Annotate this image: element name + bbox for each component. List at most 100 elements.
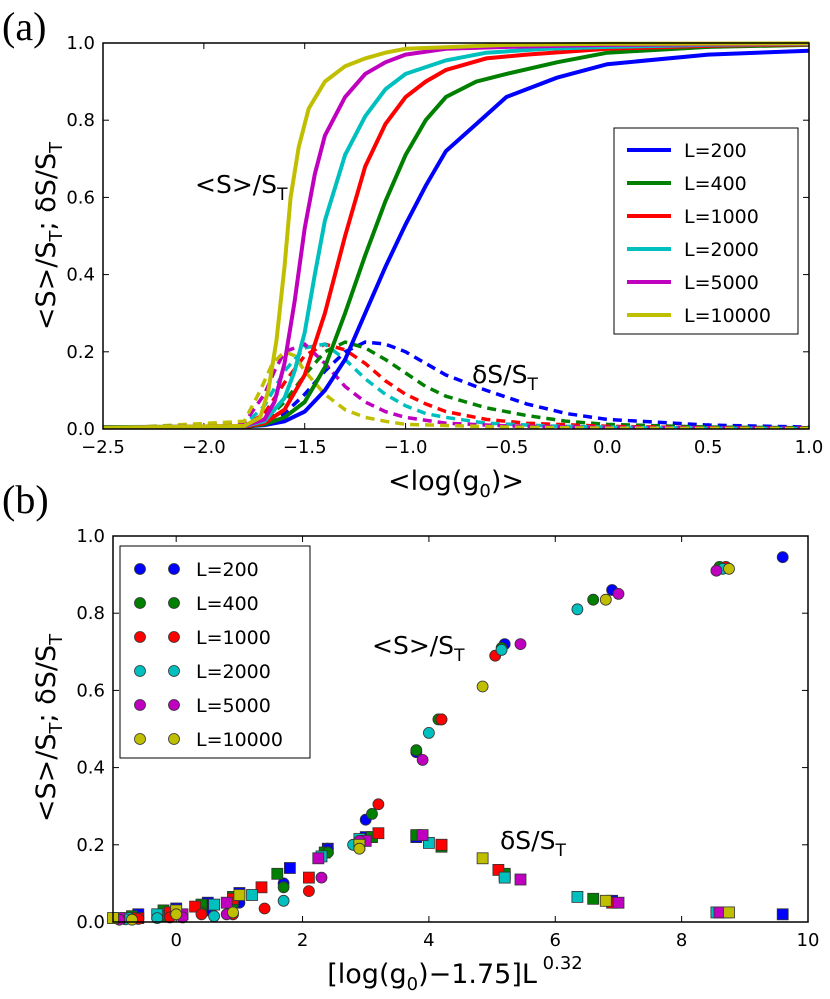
mean-point-L-10000 <box>599 593 612 606</box>
std-curve-L-400 <box>103 340 809 429</box>
mean-point-L-1000 <box>195 908 208 921</box>
x-tick-label: 6 <box>550 930 561 951</box>
y-tick-label: 0.6 <box>76 680 105 701</box>
mean-point-L-10000 <box>126 913 138 926</box>
y-tick-label: 0.6 <box>66 187 95 208</box>
panel-a-std-annotation: δS/ST <box>472 360 538 395</box>
x-tick-label: 0.0 <box>593 437 622 458</box>
mean-point-L-1000 <box>302 885 315 897</box>
std-curve-L-5000 <box>103 342 809 429</box>
std-curve-L-2000 <box>103 342 809 429</box>
std-point-L-1000 <box>372 827 385 840</box>
legend-label: L=2000 <box>196 661 271 683</box>
mean-point-L-10000 <box>227 906 239 919</box>
std-point-L-200 <box>776 908 789 921</box>
legend-label: L=200 <box>196 559 259 581</box>
mean-curve-L-1000 <box>103 42 809 429</box>
legend-label: L=2000 <box>684 239 759 261</box>
legend-label: L=10000 <box>196 729 283 751</box>
mean-curve-L-2000 <box>103 41 809 429</box>
legend-marker <box>168 733 180 745</box>
x-tick-label: 1.0 <box>795 437 824 458</box>
mean-point-L-2000 <box>571 603 584 616</box>
mean-point-L-1000 <box>258 902 271 915</box>
std-curve-L-1000 <box>103 342 809 429</box>
panel-a-line-chart: (a) −2.5 −2.0 −1.5 −1.0 −0.5 0.0 0.5 1.0 0.0 0.2 0… <box>2 4 823 502</box>
panel-b-legend: L=200 L=400 L=1000 L=2000 L=5000 L=10000 <box>119 545 311 759</box>
mean-curve-L-10000 <box>103 41 809 429</box>
legend-marker <box>134 665 146 677</box>
std-point-L-10000 <box>723 906 735 919</box>
mean-point-L-2000 <box>277 894 290 907</box>
mean-point-L-5000 <box>315 871 328 884</box>
x-tick-label: −2.5 <box>81 437 125 458</box>
panel-a-ylabel: <S>/ST; δS/ST <box>31 141 67 330</box>
legend-label: L=1000 <box>684 206 759 228</box>
y-tick-label: 0.2 <box>76 835 105 856</box>
legend-marker <box>168 597 180 609</box>
x-tick-label: −0.5 <box>485 437 529 458</box>
mean-curve-L-400 <box>103 42 809 429</box>
std-point-L-2000 <box>246 889 258 901</box>
std-point-L-10000 <box>599 894 612 907</box>
panel-b-legend-box <box>119 545 311 759</box>
legend-marker <box>134 597 146 609</box>
x-tick-label: 0 <box>170 930 181 951</box>
panel-b-ticks: 0 2 4 6 8 10 0.0 0.2 0.4 0.6 0.8 1.0 <box>76 526 819 951</box>
panel-b-scatter-chart: (b) 0 2 4 6 8 10 0.0 0.2 0.4 0.6 0.8 1.0 <S>/ST δS/… <box>2 477 819 995</box>
legend-marker <box>134 631 146 643</box>
std-point-L-5000 <box>416 829 429 841</box>
y-tick-label: 0.4 <box>66 265 95 286</box>
y-tick-label: 0.2 <box>66 342 95 363</box>
x-tick-label: 8 <box>676 930 687 951</box>
panel-b-label: (b) <box>2 477 49 522</box>
mean-point-L-1000 <box>435 713 448 726</box>
mean-point-L-10000 <box>476 680 489 693</box>
legend-marker <box>168 563 180 575</box>
panel-b-xlabel: [log(g0)−1.75]L 0.32 <box>327 953 583 995</box>
mean-point-L-5000 <box>612 588 625 600</box>
panel-b-points <box>107 551 789 926</box>
legend-marker <box>134 733 146 745</box>
panel-b-ylabel: <S>/ST; δS/ST <box>31 633 67 822</box>
mean-point-L-5000 <box>514 638 527 650</box>
panel-b-frame <box>112 535 809 923</box>
panel-a-frame <box>102 42 810 430</box>
y-tick-label: 0.8 <box>66 110 95 131</box>
panel-b-std-annotation: δS/ST <box>500 826 566 861</box>
mean-point-L-1000 <box>372 798 385 811</box>
legend-label: L=1000 <box>196 627 271 649</box>
x-tick-label: 4 <box>423 930 434 951</box>
mean-point-L-400 <box>277 881 290 894</box>
legend-marker <box>134 563 146 575</box>
x-tick-label: −2.0 <box>182 437 226 458</box>
std-point-L-2000 <box>498 871 511 884</box>
std-point-L-200 <box>283 862 296 874</box>
std-curve-L-200 <box>103 340 809 429</box>
panel-a-legend: L=200 L=400 L=1000 L=2000 L=5000 L=10000 <box>613 127 799 335</box>
mean-point-L-400 <box>587 593 600 606</box>
x-tick-label: −1.0 <box>384 437 428 458</box>
std-point-L-2000 <box>571 891 584 903</box>
mean-point-L-10000 <box>170 908 183 921</box>
std-point-L-5000 <box>312 852 325 865</box>
x-tick-label: −1.5 <box>283 437 327 458</box>
y-tick-label: 0.8 <box>76 603 105 624</box>
panel-b-mean-annotation: <S>/ST <box>372 631 465 666</box>
std-point-L-1000 <box>302 871 315 884</box>
x-tick-label: 0.5 <box>694 437 723 458</box>
legend-marker <box>168 665 180 677</box>
mean-point-L-10000 <box>353 842 366 855</box>
std-point-L-1000 <box>255 881 268 894</box>
panel-a-xlabel: <log(g0)> <box>388 466 524 502</box>
mean-point-L-2000 <box>151 912 164 924</box>
y-tick-label: 0.0 <box>76 912 105 933</box>
legend-label: L=10000 <box>684 305 771 327</box>
std-point-L-5000 <box>612 896 625 909</box>
panel-a-std-curves <box>103 340 809 429</box>
panel-a-legend-box <box>613 127 799 335</box>
legend-marker <box>168 631 180 643</box>
mean-point-L-400 <box>366 808 378 820</box>
std-point-L-2000 <box>208 898 221 911</box>
